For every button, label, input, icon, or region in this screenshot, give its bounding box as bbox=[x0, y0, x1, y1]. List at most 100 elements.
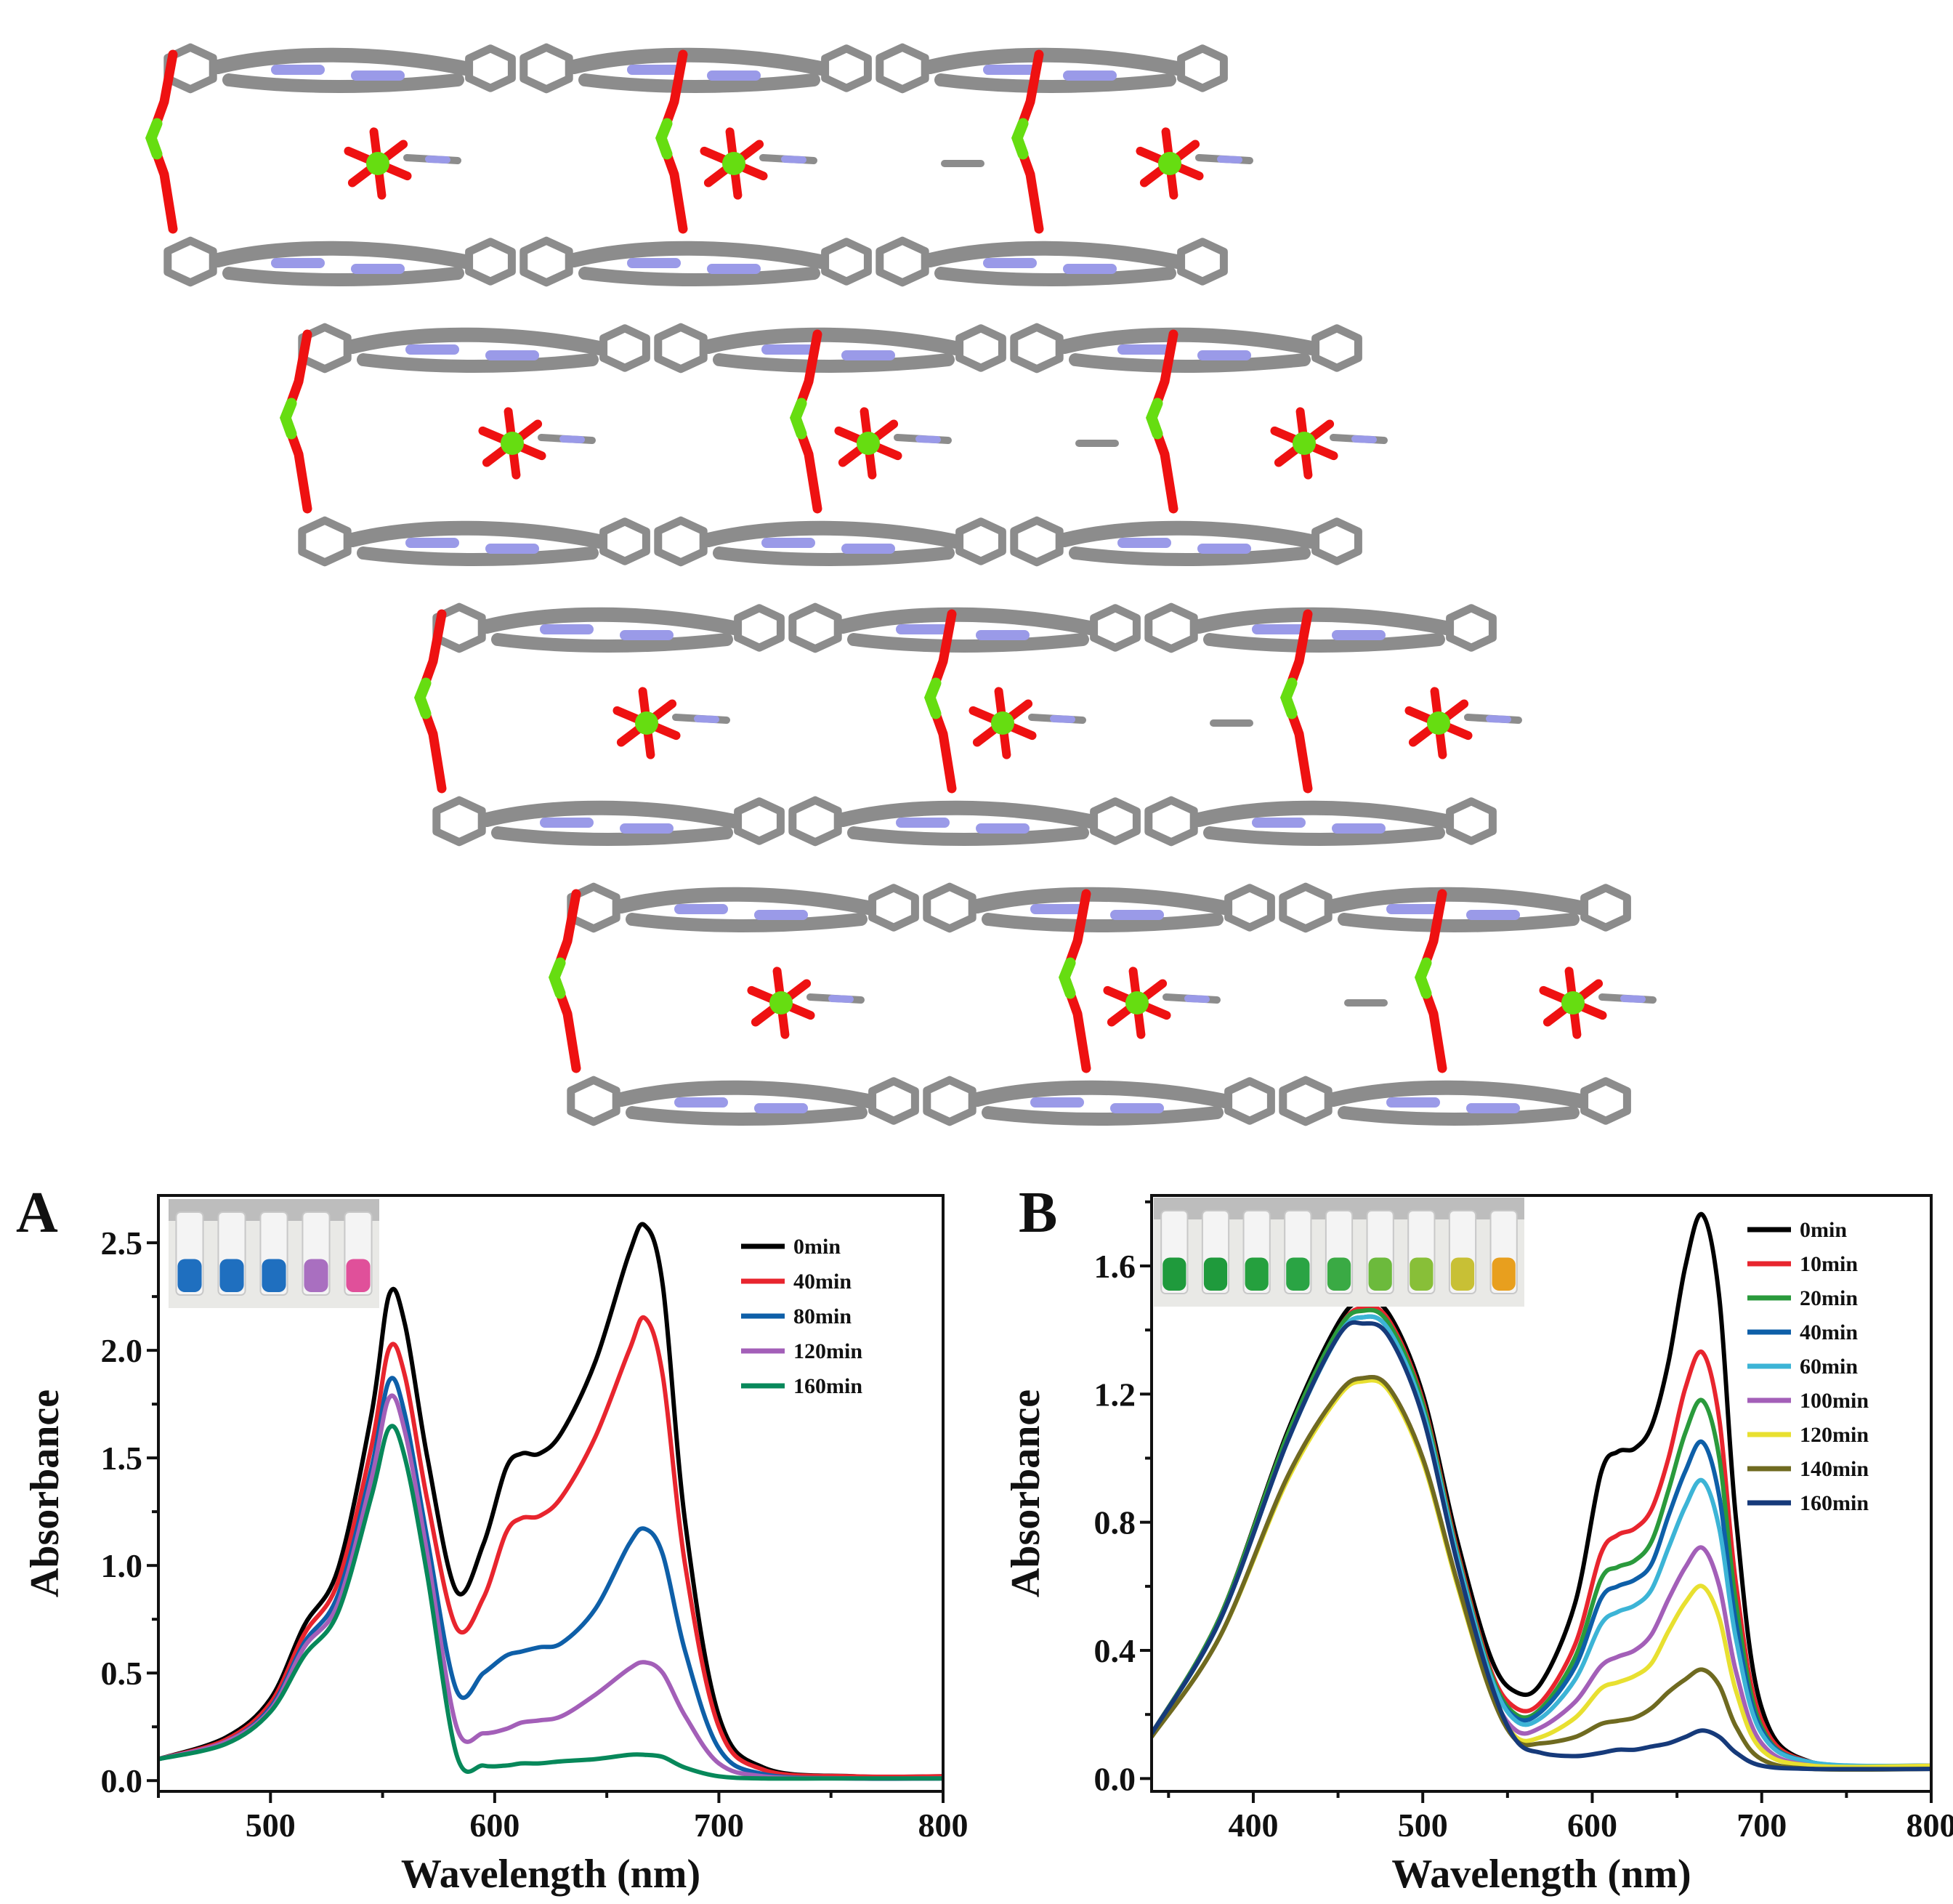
porphyrin-chain bbox=[977, 1088, 1224, 1101]
porphyrin-chain bbox=[843, 615, 1090, 628]
nitrogen-bond bbox=[988, 263, 1112, 269]
porphyrin-chain bbox=[574, 55, 821, 68]
legend-label: 160min bbox=[1800, 1491, 1869, 1515]
phenyl-ring bbox=[168, 241, 213, 283]
nitrogen-bond bbox=[679, 1102, 803, 1108]
phenyl-ring bbox=[1316, 328, 1359, 368]
x-tick-label: 800 bbox=[918, 1807, 969, 1844]
phenyl-ring bbox=[604, 522, 647, 561]
vial-solution bbox=[1286, 1258, 1309, 1291]
metal-node bbox=[501, 432, 524, 455]
nitrogen-bond bbox=[429, 159, 447, 160]
porphyrin-chain bbox=[719, 360, 948, 366]
phenyl-ring bbox=[1283, 1080, 1328, 1122]
vial-solution bbox=[1245, 1258, 1269, 1291]
metal-center bbox=[286, 403, 291, 434]
legend-label: 10min bbox=[1800, 1252, 1858, 1276]
nitrogen-bond bbox=[1035, 909, 1159, 915]
phenyl-ring bbox=[437, 800, 482, 842]
phenyl-ring bbox=[1229, 888, 1271, 927]
porphyrin-chain bbox=[487, 615, 734, 628]
phenyl-ring bbox=[1149, 607, 1194, 649]
phenyl-ring bbox=[1450, 802, 1493, 841]
metal-center bbox=[1017, 124, 1023, 154]
metal-center bbox=[1286, 683, 1292, 714]
metal-node bbox=[635, 711, 658, 735]
x-tick-label: 700 bbox=[694, 1807, 744, 1844]
vial-solution bbox=[1204, 1258, 1227, 1291]
series-line-120min bbox=[158, 1396, 943, 1779]
phenyl-ring bbox=[658, 520, 703, 562]
metal-node bbox=[769, 991, 793, 1014]
porphyrin-chain bbox=[988, 919, 1217, 926]
porphyrin-chain bbox=[977, 895, 1224, 908]
nitrogen-bond bbox=[767, 543, 890, 549]
phenyl-ring bbox=[793, 800, 838, 842]
metal-center bbox=[661, 124, 667, 154]
y-tick-label: 1.0 bbox=[101, 1547, 143, 1584]
legend-label: 100min bbox=[1800, 1389, 1869, 1413]
nitrogen-bond bbox=[1257, 629, 1380, 635]
legend-label: 120min bbox=[793, 1339, 862, 1363]
nitrogen-bond bbox=[919, 439, 937, 440]
porphyrin-chain bbox=[487, 808, 734, 821]
metal-center bbox=[1064, 963, 1070, 993]
crystal-layer bbox=[420, 607, 1519, 842]
porphyrin-chain bbox=[632, 1113, 861, 1119]
nitrogen-bond bbox=[1035, 1102, 1159, 1108]
nitrogen-bond bbox=[679, 909, 803, 915]
nitrogen-bond bbox=[276, 263, 400, 269]
phenyl-ring bbox=[825, 49, 868, 88]
vial-solution bbox=[262, 1259, 286, 1293]
porphyrin-chain bbox=[363, 553, 592, 560]
nitrogen-bond bbox=[1257, 823, 1380, 828]
nitrogen-bond bbox=[785, 159, 803, 160]
porphyrin-chain bbox=[854, 640, 1083, 646]
nitrogen-bond bbox=[632, 263, 756, 269]
y-tick-label: 0.0 bbox=[1094, 1760, 1136, 1797]
metal-node bbox=[1125, 991, 1149, 1014]
porphyrin-chain bbox=[941, 80, 1170, 86]
x-axis-title: Wavelength (nm) bbox=[401, 1852, 700, 1897]
metal-node bbox=[1293, 432, 1316, 455]
porphyrin-chain bbox=[218, 55, 465, 68]
porphyrin-chain bbox=[363, 360, 592, 366]
porphyrin-chain bbox=[708, 335, 955, 348]
y-tick-label: 1.2 bbox=[1094, 1376, 1136, 1413]
phenyl-ring bbox=[1094, 802, 1137, 841]
vial-solution bbox=[177, 1259, 201, 1293]
porphyrin-chain bbox=[708, 528, 955, 541]
phenyl-ring bbox=[880, 47, 925, 89]
nitrogen-bond bbox=[545, 629, 668, 635]
nitrogen-bond bbox=[632, 70, 756, 76]
phenyl-ring bbox=[960, 522, 1003, 561]
phenyl-ring bbox=[927, 1080, 972, 1122]
x-tick-label: 800 bbox=[1906, 1807, 1953, 1844]
porphyrin-chain bbox=[229, 273, 458, 280]
legend-label: 40min bbox=[793, 1270, 852, 1294]
inset-vial-photo bbox=[169, 1199, 379, 1308]
y-tick-label: 0.0 bbox=[101, 1762, 143, 1799]
phenyl-ring bbox=[1229, 1081, 1271, 1121]
vial-solution bbox=[1410, 1258, 1433, 1291]
nitrogen-bond bbox=[901, 629, 1024, 635]
x-tick-label: 400 bbox=[1228, 1807, 1278, 1844]
phenyl-ring bbox=[524, 47, 569, 89]
phenyl-ring bbox=[825, 242, 868, 281]
porphyrin-chain bbox=[930, 55, 1177, 68]
y-tick-label: 0.8 bbox=[1094, 1504, 1136, 1541]
legend-label: 80min bbox=[793, 1304, 852, 1328]
porphyrin-chain bbox=[632, 919, 861, 926]
metal-center bbox=[1420, 963, 1426, 993]
phenyl-ring bbox=[1181, 49, 1224, 88]
legend-label: 20min bbox=[1800, 1286, 1858, 1310]
phenyl-ring bbox=[738, 608, 781, 648]
porphyrin-chain bbox=[1075, 553, 1304, 560]
phenyl-ring bbox=[524, 241, 569, 283]
metal-center bbox=[420, 683, 426, 714]
porphyrin-chain bbox=[988, 1113, 1217, 1119]
y-tick-label: 2.0 bbox=[101, 1332, 143, 1369]
